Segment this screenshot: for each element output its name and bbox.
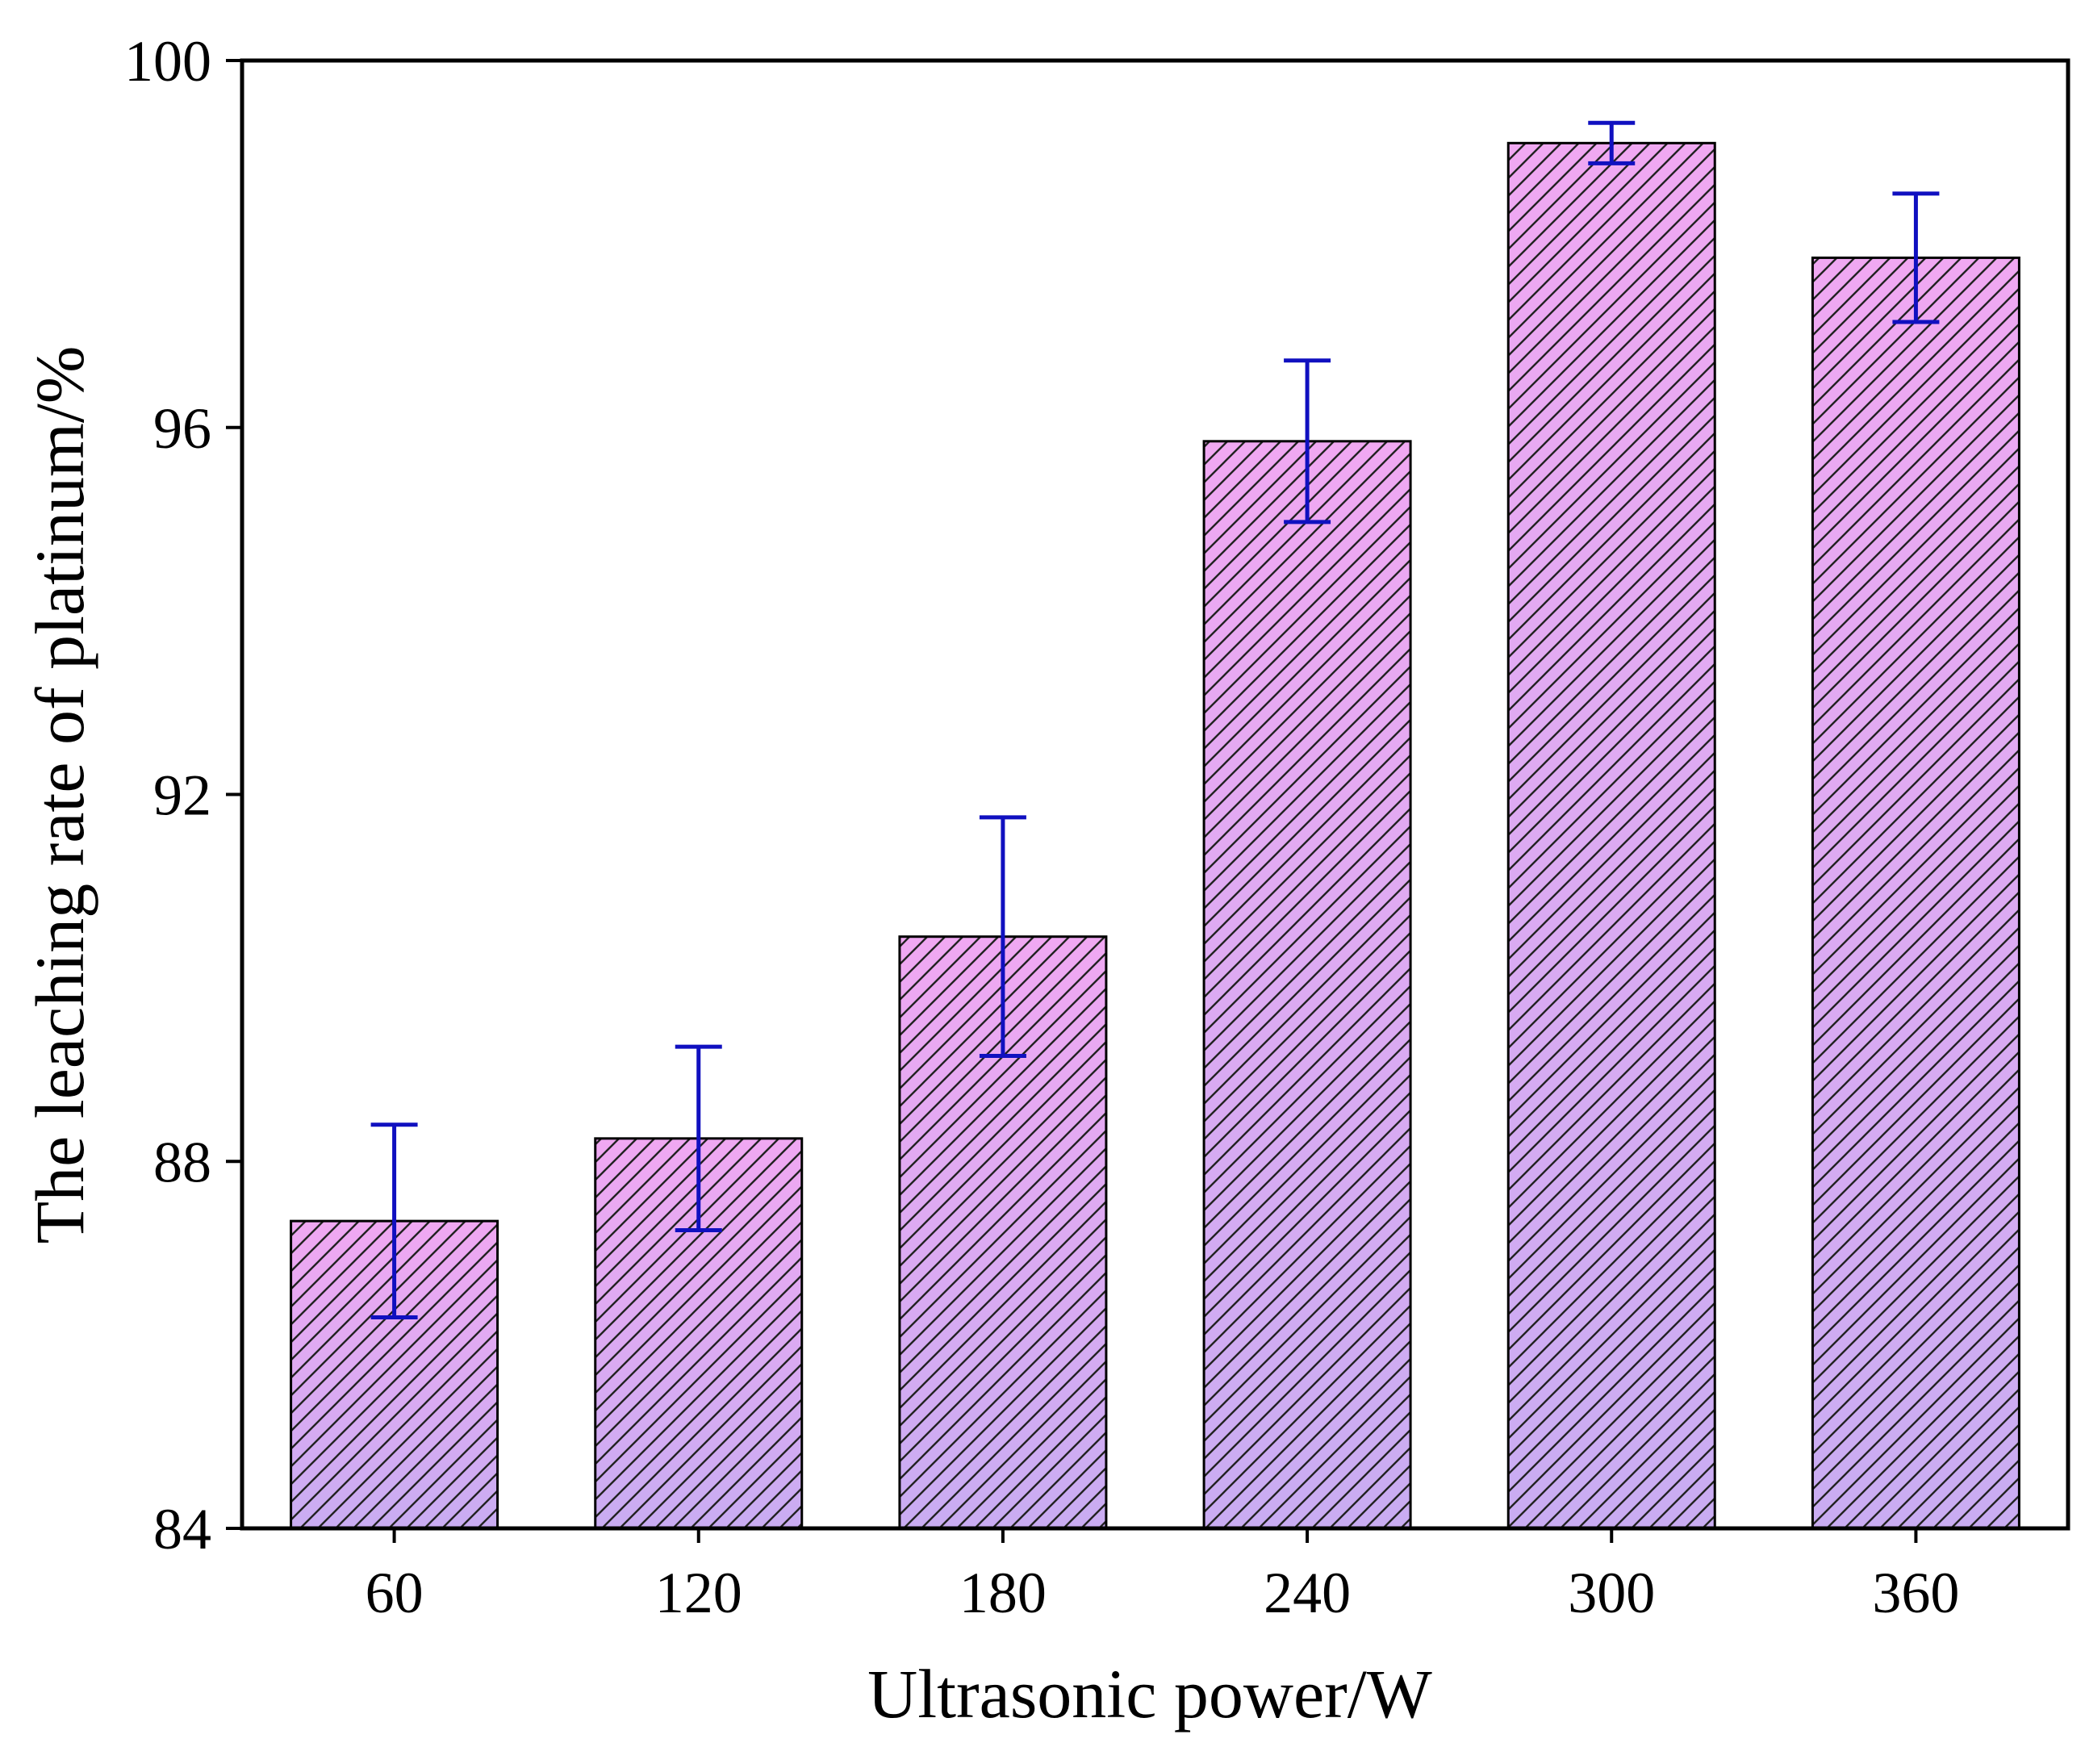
y-tick-label-92: 92 <box>153 763 211 828</box>
bar-360 <box>1811 256 2020 1530</box>
bar-300 <box>1506 141 1716 1530</box>
bar-240 <box>1202 440 1412 1530</box>
bar-hatch-360 <box>1811 256 2020 1530</box>
y-tick-label-88: 88 <box>153 1130 211 1194</box>
error-bar-60 <box>370 1122 418 1320</box>
plot-frame <box>240 58 2070 1531</box>
x-tick-label-60: 60 <box>366 1561 424 1625</box>
y-tick-label-84: 84 <box>153 1497 211 1561</box>
x-tick-label-360: 360 <box>1872 1561 1959 1625</box>
bar-hatch-300 <box>1506 141 1716 1530</box>
error-bar-240 <box>1284 358 1331 525</box>
error-bar-300 <box>1588 120 1636 165</box>
error-bar-120 <box>675 1044 722 1233</box>
error-bar-360 <box>1892 191 1940 324</box>
x-tick-label-300: 300 <box>1568 1561 1655 1625</box>
error-bar-180 <box>979 815 1026 1059</box>
x-tick-label-180: 180 <box>959 1561 1047 1625</box>
y-tick-label-100: 100 <box>124 29 211 94</box>
y-axis-label: The leaching rate of platinum/% <box>21 346 98 1244</box>
y-tick-label-96: 96 <box>153 396 211 461</box>
bar-hatch-240 <box>1202 440 1412 1530</box>
x-axis-label: Ultrasonic power/W <box>867 1655 1432 1733</box>
x-tick-label-240: 240 <box>1264 1561 1351 1625</box>
x-tick-label-120: 120 <box>655 1561 742 1625</box>
